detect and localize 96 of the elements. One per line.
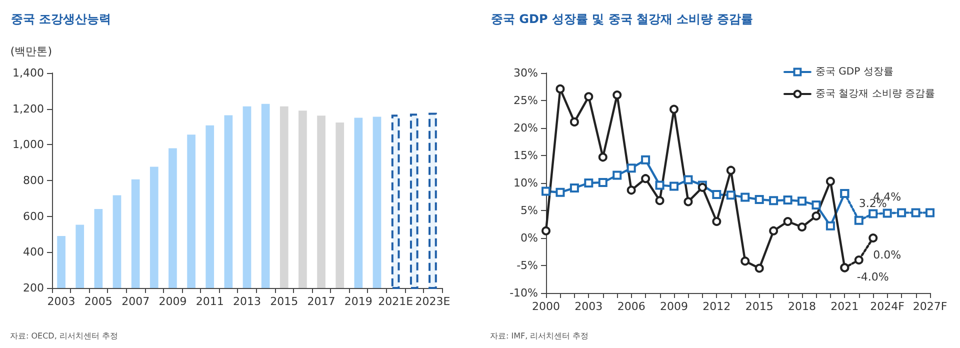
point — [754, 264, 764, 273]
point — [670, 182, 678, 191]
x-tick-label: 2021E — [378, 295, 414, 308]
point — [612, 170, 622, 180]
point — [868, 234, 878, 242]
point — [726, 166, 736, 175]
point — [798, 196, 806, 206]
data-label: 0.0% — [873, 248, 902, 262]
point — [840, 188, 850, 198]
point — [641, 174, 650, 184]
point — [897, 208, 906, 218]
chart-title: 중국 조강생산능력 — [11, 12, 112, 26]
y-tick-label: 800 — [23, 174, 44, 187]
point — [542, 226, 550, 236]
point — [570, 183, 579, 192]
point — [655, 180, 664, 190]
point — [684, 197, 693, 206]
x-tick-label: 2024F — [870, 300, 904, 313]
y-tick-label: 5% — [520, 204, 538, 217]
text: 자료: OECD, 리서치센터 추정 — [10, 332, 118, 340]
x-tick-label: 2019 — [344, 295, 372, 308]
point — [740, 192, 750, 202]
legend-label: 중국 GDP 성장률 — [815, 66, 894, 78]
y-tick-label: 10% — [514, 176, 538, 190]
point — [612, 90, 622, 100]
point — [854, 256, 864, 264]
x-tick-label: 2003 — [47, 295, 76, 308]
point — [826, 221, 835, 230]
x-tick-label: 2003 — [574, 300, 603, 313]
y-tick-label: 0% — [520, 232, 538, 244]
y-tick-label: 15% — [514, 149, 538, 162]
point — [584, 92, 594, 102]
y-tick-label: 200 — [23, 282, 44, 294]
point — [769, 226, 778, 236]
x-tick-label: 2009 — [158, 295, 187, 308]
point — [556, 188, 565, 197]
point — [598, 178, 608, 187]
x-tick-label: 2021 — [830, 300, 859, 313]
x-tick-label: 2005 — [84, 295, 112, 308]
legend-label: 중국 철강재 소비량 증감률 — [815, 88, 936, 100]
point — [868, 209, 878, 218]
chart-title: 중국 GDP 성장률 및 중국 철강재 소비량 증감률 — [491, 12, 753, 26]
y-tick-label: 1,200 — [12, 102, 44, 116]
point — [641, 155, 650, 164]
y-tick-label: 600 — [23, 210, 44, 223]
point — [783, 217, 792, 226]
point — [854, 216, 864, 225]
point — [626, 186, 636, 195]
point — [584, 178, 594, 188]
y-tick-label: 25% — [514, 94, 538, 107]
point — [684, 175, 693, 184]
y-tick-label: 30% — [514, 66, 538, 80]
point — [812, 212, 821, 220]
y-tick-label: 1,400 — [12, 66, 44, 80]
x-tick-label: 2011 — [196, 295, 224, 308]
point — [812, 200, 821, 210]
point — [740, 256, 750, 266]
text: 자료: IMF, 리서치센터 추정 — [490, 332, 589, 340]
x-tick-label: 2000 — [532, 300, 560, 313]
point — [670, 104, 678, 114]
point — [655, 196, 664, 206]
point — [556, 84, 565, 94]
x-tick-label: 2006 — [617, 300, 646, 313]
point — [769, 196, 778, 206]
point — [911, 208, 920, 218]
y-tick-label: -5% — [516, 259, 538, 272]
point — [926, 208, 934, 218]
x-tick-label: 2015 — [745, 300, 774, 313]
point — [712, 190, 722, 200]
point — [840, 263, 850, 272]
x-tick-label: 2009 — [660, 300, 688, 313]
y-tick-label: -10% — [510, 286, 538, 300]
point — [626, 164, 636, 173]
y-tick-label: 400 — [23, 246, 44, 259]
x-tick-label: 2007 — [122, 295, 150, 308]
point — [542, 186, 550, 196]
x-tick-label: 2023E — [415, 295, 450, 308]
y-tick-label: 1,000 — [12, 138, 44, 152]
point — [598, 152, 608, 162]
point — [754, 195, 764, 204]
point — [826, 176, 835, 186]
point — [712, 217, 722, 226]
x-tick-label: 2015 — [270, 295, 298, 308]
point — [726, 190, 736, 200]
point — [570, 117, 579, 126]
x-tick-label: 2018 — [788, 300, 816, 313]
point — [798, 222, 806, 232]
y-axis-title: (백만톤) — [10, 45, 52, 58]
x-tick-label: 2027F — [912, 300, 948, 313]
data-label: -4.0% — [856, 270, 889, 284]
y-tick-label: 20% — [514, 122, 538, 134]
x-tick-label: 2012 — [702, 300, 731, 313]
point — [783, 196, 792, 205]
x-tick-label: 2013 — [233, 295, 261, 308]
x-tick-label: 2017 — [307, 295, 336, 308]
point — [882, 208, 892, 218]
